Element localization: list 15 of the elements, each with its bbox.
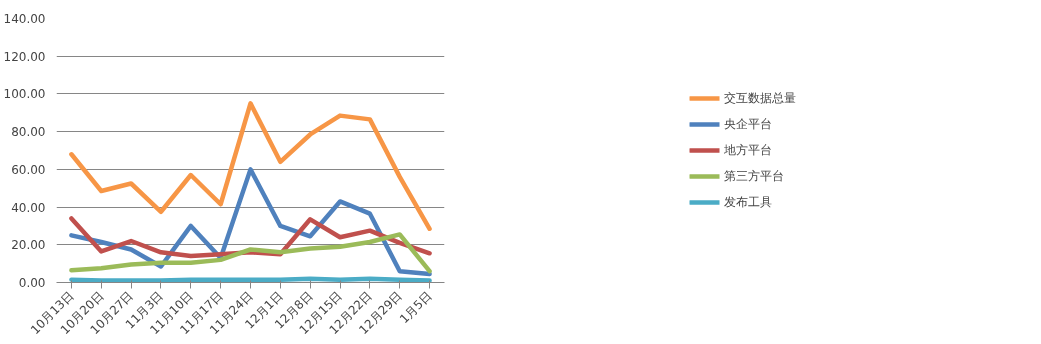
line-series xyxy=(69,232,432,274)
legend-label: 央企平台 xyxy=(724,115,772,133)
y-tick-label: 140.00 xyxy=(3,12,46,26)
legend-label: 发布工具 xyxy=(724,193,772,211)
y-tick-label: 120.00 xyxy=(3,49,46,64)
line-series xyxy=(69,101,432,232)
y-tick-label: 100.00 xyxy=(3,87,46,102)
legend-label: 地方平台 xyxy=(724,141,772,159)
y-tick-label: 0.00 xyxy=(18,276,46,290)
y-tick-label: 60.00 xyxy=(11,162,46,177)
y-tick-label: 40.00 xyxy=(11,200,46,215)
legend-label: 第三方平台 xyxy=(724,167,784,185)
y-tick-label: 80.00 xyxy=(11,125,46,140)
legend-label: 交互数据总量 xyxy=(724,89,796,107)
y-tick-label: 20.00 xyxy=(11,238,46,253)
